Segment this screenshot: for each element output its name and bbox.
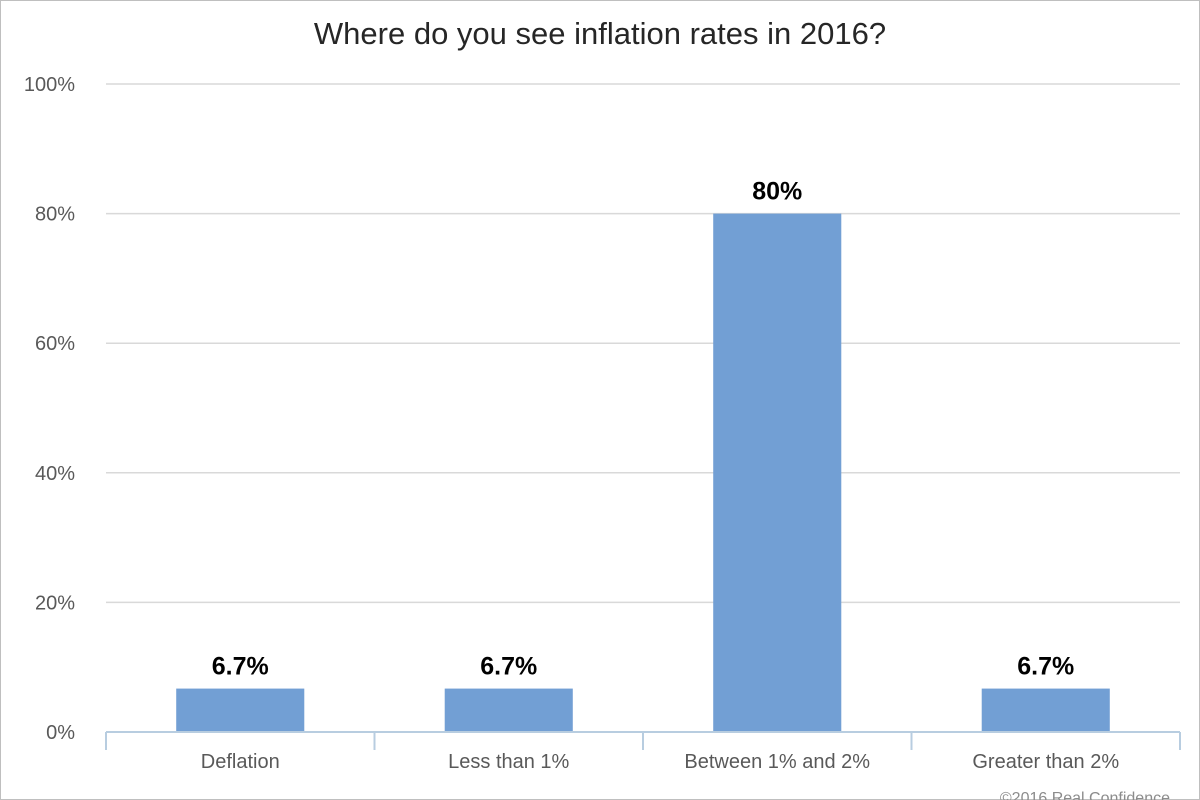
x-tick-label: Less than 1% [448,751,569,773]
bars [176,213,1110,733]
y-tick-label: 20% [35,592,75,614]
bar-data-label: 80% [752,178,802,206]
y-tick-label: 40% [35,463,75,485]
y-tick-label: 0% [46,722,75,744]
x-tick-label: Between 1% and 2% [684,751,870,773]
y-tick-label: 60% [35,333,75,355]
bar-data-label: 6.7% [1017,653,1074,681]
bar [444,688,573,732]
bar-data-label: 6.7% [480,653,537,681]
copyright-note: ©2016 Real Confidence [1000,790,1170,800]
labels: 0% 20% 40% 60% 80% 100% 6.7% Deflation 6.7% Less … [24,74,1119,773]
y-tick-label: 100% [24,74,75,96]
bar [176,688,305,732]
y-tick-label: 80% [35,204,75,226]
x-tick-label: Deflation [201,751,280,773]
gridlines [106,83,1180,604]
x-tick-label: Greater than 2% [972,751,1119,773]
bar-data-label: 6.7% [212,653,269,681]
x-axis [105,731,1181,750]
bar [981,688,1110,732]
bar [713,213,842,733]
chart-title: Where do you see inflation rates in 2016… [314,16,886,51]
